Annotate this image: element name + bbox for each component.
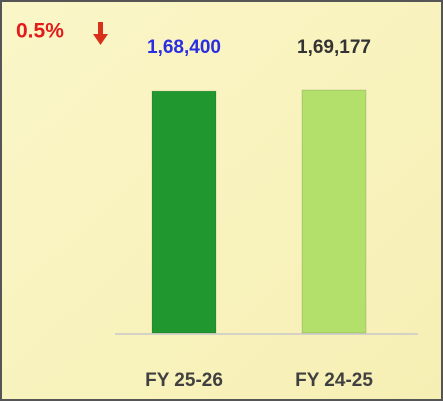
x-tick-label: FY 25-26 <box>145 370 223 391</box>
bar <box>301 89 367 334</box>
x-tick-label: FY 24-25 <box>295 370 373 391</box>
value-label: 1,69,177 <box>297 37 371 58</box>
down-arrow <box>93 22 108 45</box>
value-label: 1,68,400 <box>147 37 221 58</box>
annotation: 0.5% <box>16 20 64 43</box>
bar <box>151 90 217 334</box>
